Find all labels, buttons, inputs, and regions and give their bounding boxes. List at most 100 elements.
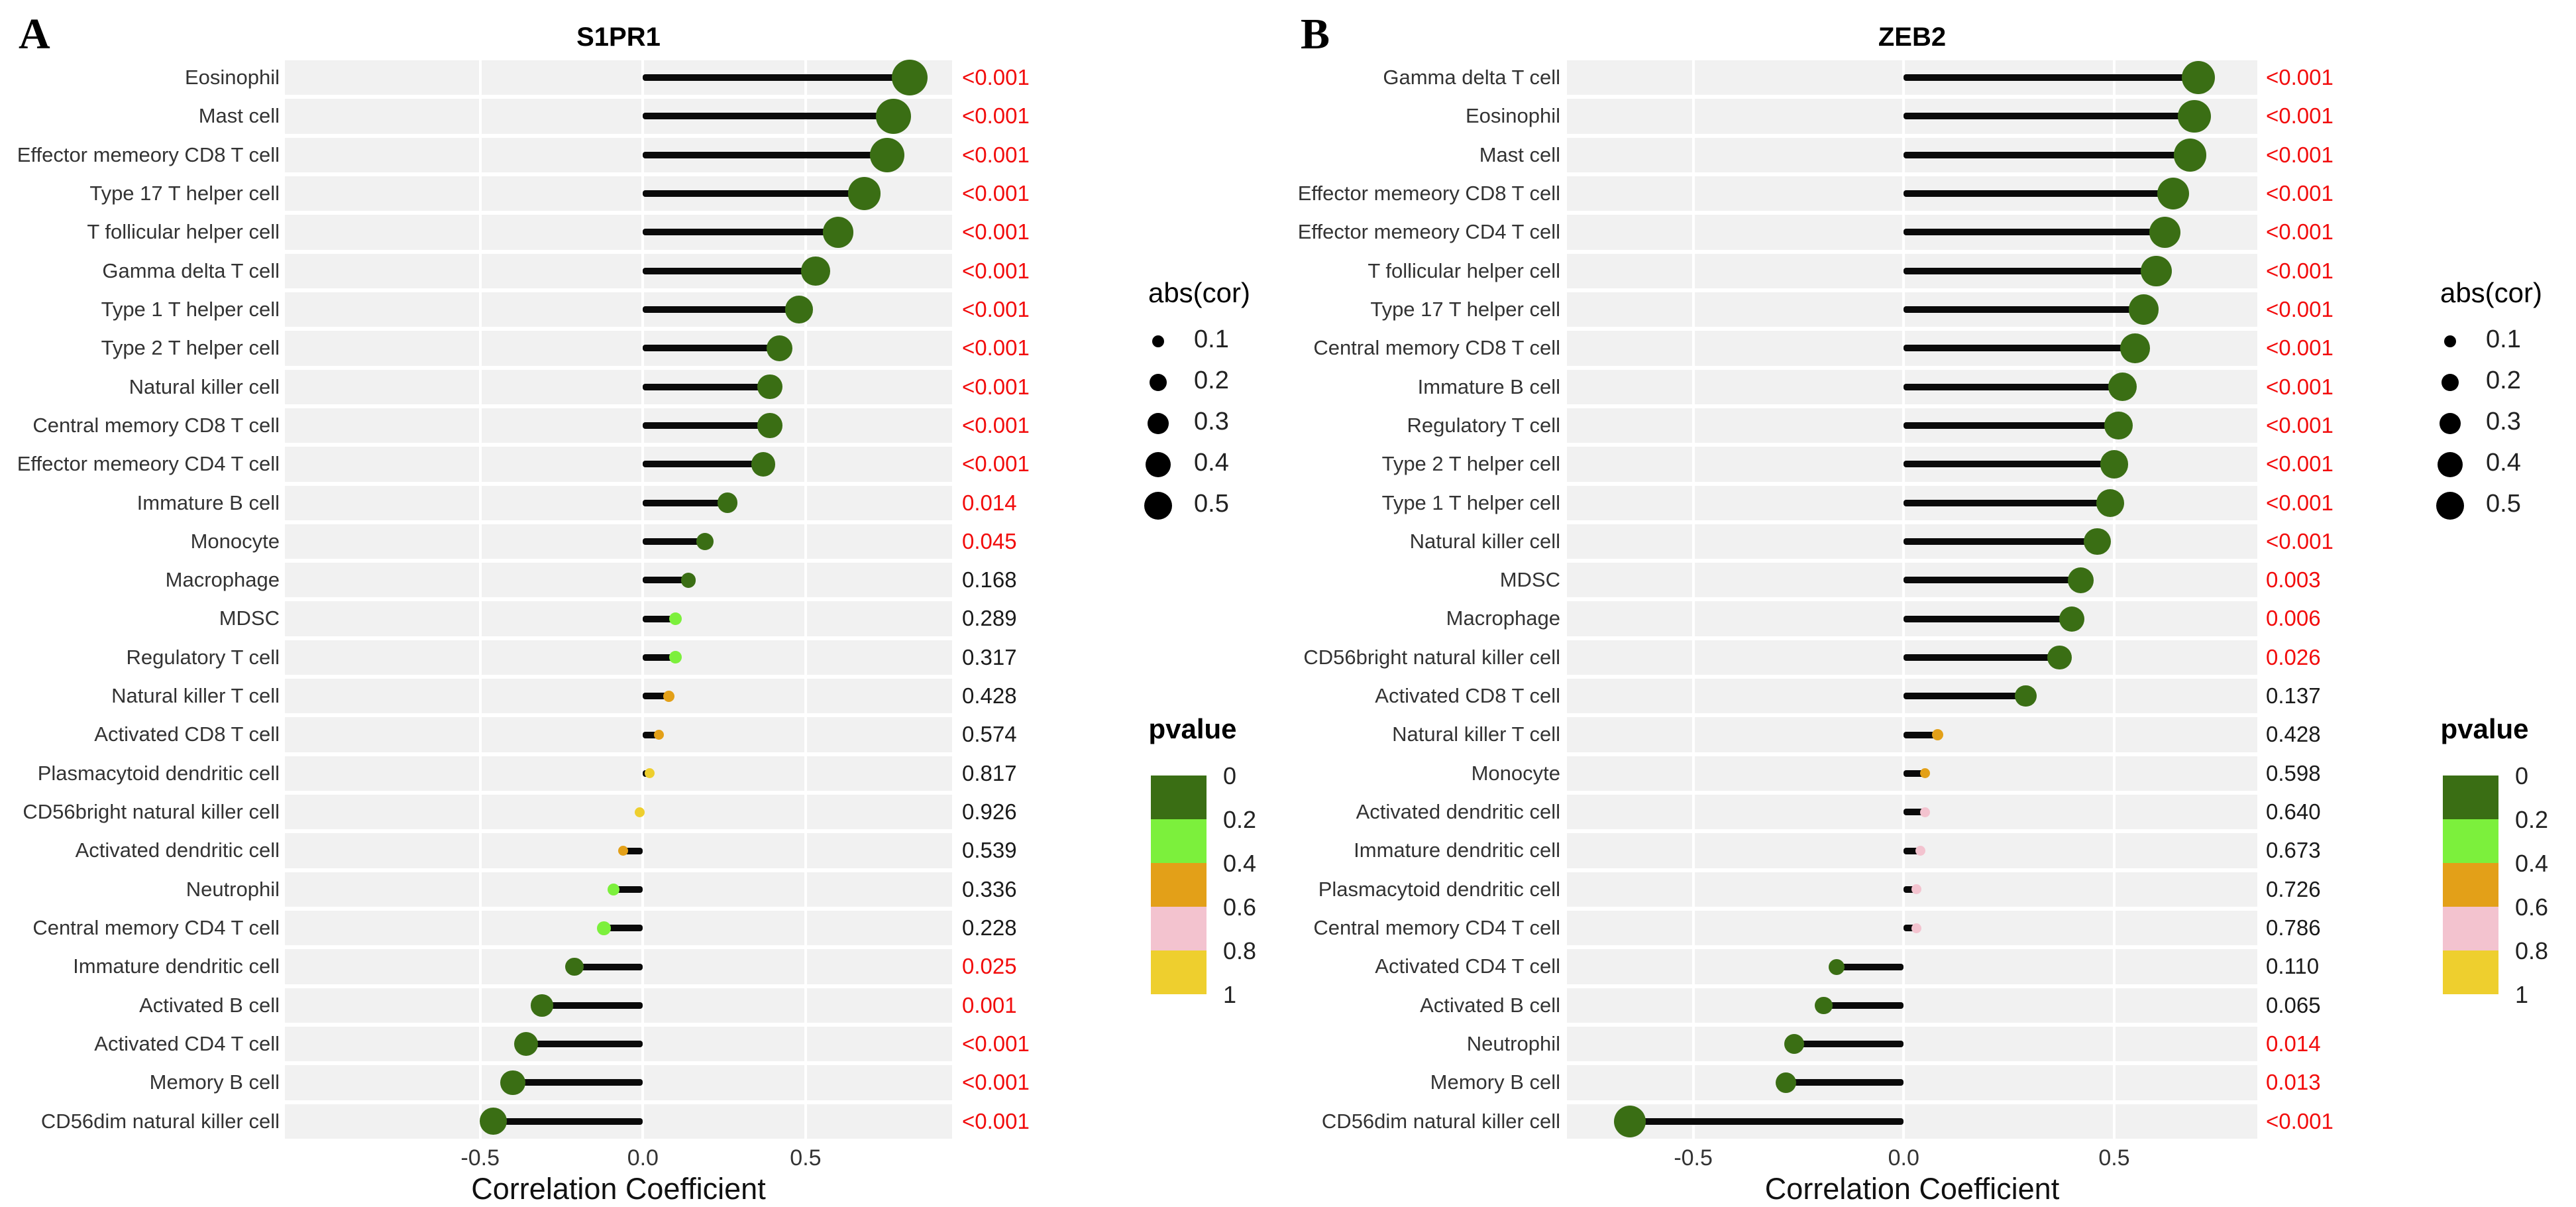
pvalue-text: <0.001: [962, 1031, 1030, 1056]
gridline: [1691, 640, 1695, 675]
pvalue-text: <0.001: [2266, 142, 2334, 167]
colorbar-label: 0: [1223, 762, 1237, 789]
row-label: T follicular helper cell: [1368, 259, 1560, 282]
pvalue-text: 0.228: [962, 915, 1017, 941]
panel-letter-b: B: [1301, 10, 1330, 58]
lollipop-line: [643, 345, 780, 352]
pvalue-text: <0.001: [2266, 374, 2334, 399]
gridline: [1691, 795, 1695, 830]
pvalue-text: 0.110: [2266, 954, 2320, 979]
gridline: [478, 447, 482, 482]
lollipop-dot: [680, 573, 696, 588]
lollipop-line: [493, 1118, 643, 1125]
row-label: Effector memeory CD8 T cell: [1297, 181, 1560, 205]
pvalue-text: 0.317: [962, 644, 1017, 669]
lollipop-line: [643, 693, 669, 700]
lollipop-dot: [2096, 489, 2124, 517]
legend-size-label: 0.4: [2486, 449, 2521, 477]
lollipop-dot: [1919, 807, 1930, 817]
gridline: [478, 640, 482, 675]
pvalue-text: 0.574: [962, 722, 1017, 747]
lollipop-line: [1904, 461, 2114, 468]
gridline: [1691, 253, 1695, 288]
lollipop-line: [1904, 383, 2123, 390]
gridline: [478, 833, 482, 868]
gridline: [804, 911, 807, 946]
lollipop-dot: [1775, 1072, 1797, 1094]
colorbar-label: 0.6: [1223, 893, 1257, 921]
lollipop-line: [1904, 615, 2072, 622]
lollipop-dot: [751, 452, 776, 477]
colorbar-label: 0.2: [2515, 806, 2549, 833]
gridline: [641, 1104, 645, 1139]
row-band: [285, 756, 952, 791]
gridline: [1691, 447, 1695, 482]
lollipop-line: [643, 267, 816, 274]
lollipop-dot: [513, 1032, 538, 1057]
lollipop-dot: [2015, 685, 2037, 707]
lollipop-line: [1904, 654, 2060, 661]
gridline: [804, 872, 807, 907]
lollipop-dot: [608, 883, 620, 895]
lollipop-dot: [565, 957, 584, 976]
pvalue-text: 0.640: [2266, 799, 2321, 825]
lollipop-line: [643, 615, 676, 622]
row-band: [285, 331, 952, 366]
panel-title-zeb2: ZEB2: [1878, 23, 1947, 52]
x-tick-label: -0.5: [460, 1145, 500, 1171]
pvalue-text: <0.001: [962, 103, 1030, 129]
lollipop-line: [643, 461, 764, 468]
colorbar-segment: [1151, 907, 1207, 950]
lollipop-dot: [2173, 139, 2207, 172]
row-band: [1567, 1065, 2257, 1100]
gridline: [641, 988, 645, 1023]
row-label: Memory B cell: [149, 1070, 280, 1094]
lollipop-dot: [654, 730, 665, 740]
pvalue-text: 0.598: [2266, 760, 2321, 785]
pvalue-text: 0.168: [962, 567, 1017, 593]
lollipop-dot: [822, 217, 854, 248]
gridline: [1691, 1065, 1695, 1100]
legend-size-dot: [2443, 335, 2457, 348]
lollipop-dot: [1911, 923, 1921, 933]
gridline: [2112, 1027, 2116, 1062]
lollipop-line: [643, 731, 659, 738]
gridline: [2112, 640, 2116, 675]
gridline: [478, 563, 482, 598]
gridline: [1691, 833, 1695, 868]
gridline: [478, 215, 482, 250]
abscor-legend-title: abs(cor): [2440, 277, 2543, 308]
x-axis-title: Correlation Coefficient: [1764, 1172, 2060, 1206]
gridline: [2112, 524, 2116, 559]
lollipop-dot: [717, 492, 738, 513]
row-band: [285, 717, 952, 752]
gridline: [478, 679, 482, 714]
row-band: [285, 485, 952, 520]
x-tick-label: 0.0: [627, 1145, 659, 1171]
lollipop-line: [1904, 345, 2135, 352]
legend-size-dot: [1144, 491, 1173, 520]
row-label: Monocyte: [190, 529, 280, 553]
colorbar-label: 0.6: [2515, 893, 2549, 921]
gridline: [1691, 331, 1695, 366]
row-label: CD56dim natural killer cell: [1321, 1109, 1560, 1133]
pvalue-text: 0.045: [962, 528, 1017, 553]
lollipop-line: [1904, 770, 1925, 777]
row-label: Memory B cell: [1430, 1070, 1560, 1094]
legend-size-dot: [1147, 412, 1169, 435]
row-label: MDSC: [1499, 568, 1560, 592]
lollipop-dot: [2157, 178, 2189, 210]
row-band: [285, 292, 952, 327]
pvalue-text: 0.786: [2266, 915, 2321, 941]
gridline: [641, 833, 645, 868]
pvalue-text: <0.001: [962, 451, 1030, 477]
row-label: Macrophage: [1446, 606, 1560, 630]
row-label: Type 17 T helper cell: [89, 181, 280, 205]
row-label: Activated dendritic cell: [75, 838, 280, 862]
lollipop-line: [1904, 267, 2157, 274]
row-band: [285, 563, 952, 598]
gridline: [804, 563, 807, 598]
colorbar-label: 0.4: [1223, 850, 1257, 877]
lollipop-dot: [1919, 768, 1930, 779]
row-label: Regulatory T cell: [1407, 413, 1560, 437]
